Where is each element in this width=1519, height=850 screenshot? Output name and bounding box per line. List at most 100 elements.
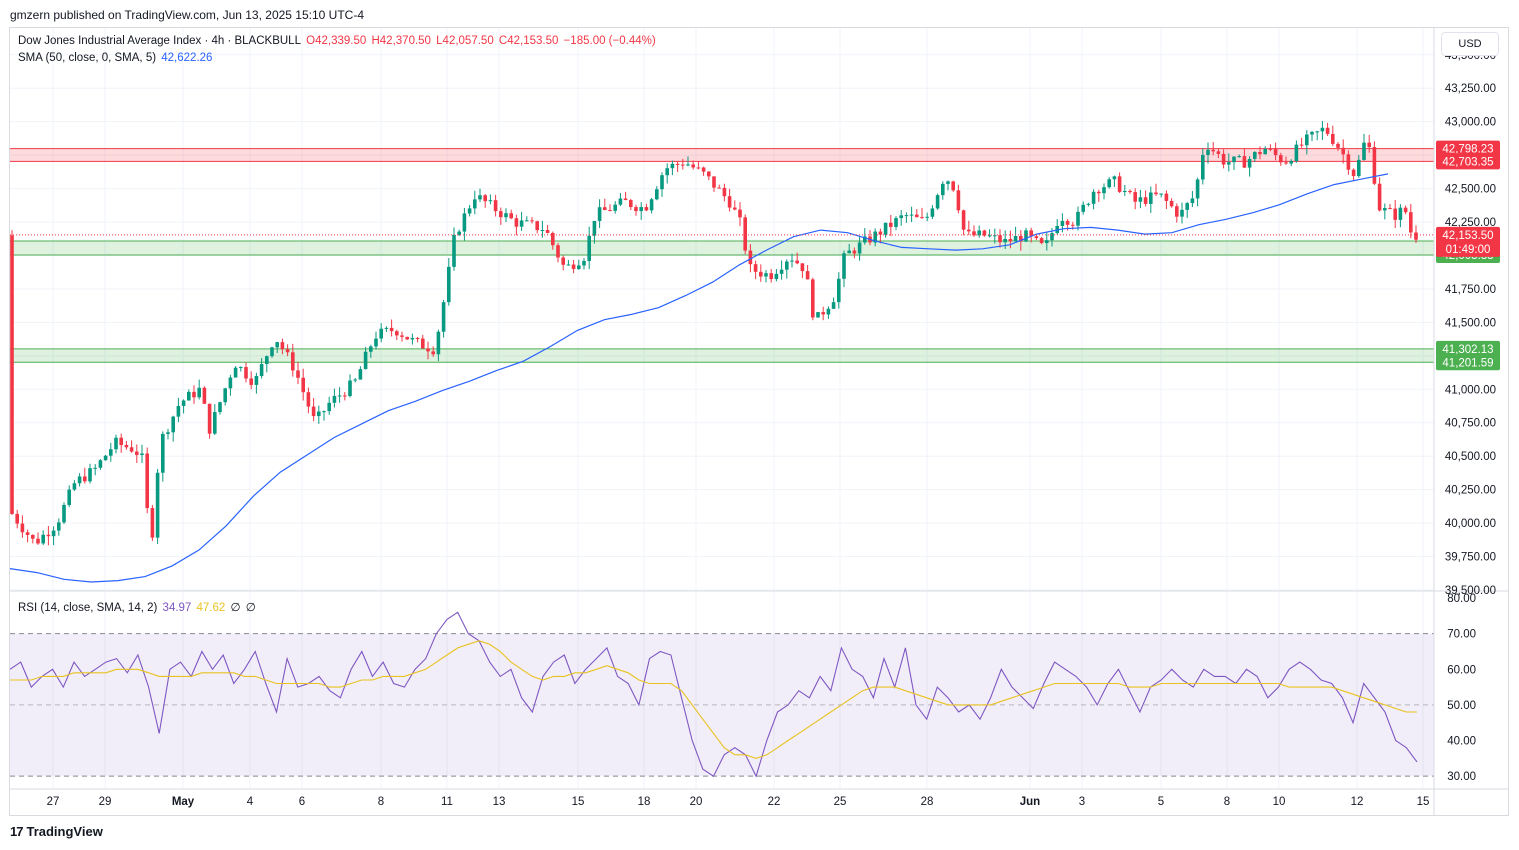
candle-body bbox=[374, 338, 378, 347]
candle-body bbox=[738, 209, 742, 218]
candle-body bbox=[1227, 162, 1231, 165]
candle-body bbox=[155, 472, 160, 538]
candle-body bbox=[233, 367, 238, 378]
candle-body bbox=[1221, 153, 1226, 165]
candle-body bbox=[1206, 149, 1210, 155]
candle-body bbox=[93, 467, 97, 469]
candle-body bbox=[920, 217, 924, 219]
candle-body bbox=[389, 327, 394, 332]
candle-body bbox=[332, 395, 337, 403]
candle-body bbox=[1019, 236, 1023, 242]
candle-body bbox=[1008, 238, 1013, 242]
price-tick-label: 39,500.00 bbox=[1445, 585, 1496, 597]
candle-body bbox=[322, 411, 326, 413]
time-tick-label: 15 bbox=[572, 796, 585, 808]
candle-body bbox=[951, 181, 955, 191]
candle-body bbox=[1164, 193, 1169, 201]
candle-body bbox=[1112, 176, 1117, 180]
candle-body bbox=[457, 231, 461, 235]
candle-body bbox=[285, 349, 290, 353]
candle-body bbox=[379, 328, 383, 339]
candle-body bbox=[644, 207, 649, 211]
candle-body bbox=[686, 164, 690, 166]
candle-body bbox=[1325, 127, 1330, 134]
time-tick-label: 18 bbox=[638, 796, 651, 808]
candle-body bbox=[660, 175, 664, 190]
candle-body bbox=[977, 230, 981, 236]
candle-body bbox=[811, 279, 815, 318]
price-tick-label: 43,250.00 bbox=[1445, 83, 1496, 95]
candle-body bbox=[930, 208, 935, 217]
candle-body bbox=[982, 230, 987, 236]
candle-body bbox=[1279, 155, 1283, 163]
ohlc-close: C42,153.50 bbox=[498, 35, 559, 47]
candle-body bbox=[343, 395, 347, 397]
zone-price-label-bg bbox=[1436, 354, 1500, 371]
candle-body bbox=[1060, 220, 1065, 227]
chart-frame bbox=[9, 27, 1509, 816]
candle-body bbox=[1097, 191, 1101, 194]
rsi-extra-2: ∅ bbox=[245, 602, 256, 614]
candle-body bbox=[571, 264, 576, 269]
candle-body bbox=[587, 235, 591, 261]
zone-price-label-bg bbox=[1436, 340, 1500, 357]
candle-body bbox=[171, 416, 175, 433]
candle-body bbox=[301, 377, 305, 393]
candle-body bbox=[816, 312, 820, 318]
candle-body bbox=[1247, 158, 1252, 168]
candle-body bbox=[488, 200, 493, 202]
candle-body bbox=[1086, 203, 1091, 205]
candle-body bbox=[821, 312, 825, 315]
tradingview-logo-icon: 17 bbox=[10, 824, 24, 839]
candle-body bbox=[400, 335, 404, 337]
tradingview-footer[interactable]: 17 TradingView bbox=[10, 824, 103, 839]
candle-body bbox=[1091, 191, 1096, 204]
candle-body bbox=[551, 232, 555, 246]
candle-body bbox=[894, 218, 898, 227]
candle-body bbox=[665, 168, 669, 176]
candle-body bbox=[145, 453, 149, 509]
candle-body bbox=[1268, 148, 1273, 150]
candle-body bbox=[306, 392, 311, 407]
ohlc-change: −185.00 (−0.44%) bbox=[563, 35, 656, 47]
candle-body bbox=[1029, 230, 1033, 237]
ohlc-open: O42,339.50 bbox=[306, 35, 367, 47]
candle-body bbox=[166, 432, 170, 434]
candle-body bbox=[779, 269, 784, 274]
price-tick-label: 43,000.00 bbox=[1445, 117, 1496, 129]
candle-body bbox=[753, 264, 758, 272]
candle-body bbox=[119, 437, 123, 446]
candle-body bbox=[384, 327, 389, 329]
candle-body bbox=[1393, 208, 1397, 220]
candle-body bbox=[883, 222, 888, 235]
sma-line bbox=[9, 173, 1389, 583]
currency-button[interactable]: USD bbox=[1441, 32, 1499, 56]
candle-body bbox=[10, 235, 14, 514]
candle-body bbox=[961, 210, 966, 230]
candle-body bbox=[259, 364, 264, 376]
candle-body bbox=[1128, 190, 1132, 193]
price-tick-label: 42,250.00 bbox=[1445, 217, 1496, 229]
candle-body bbox=[613, 204, 617, 211]
candle-body bbox=[31, 534, 35, 539]
candle-body bbox=[727, 196, 732, 208]
candle-body bbox=[1065, 220, 1070, 225]
candle-body bbox=[842, 253, 846, 279]
candle-body bbox=[623, 198, 628, 201]
rsi-extra-1: ∅ bbox=[230, 602, 241, 614]
candle-body bbox=[192, 391, 196, 398]
candle-body bbox=[1071, 224, 1075, 226]
candle-body bbox=[1377, 183, 1382, 211]
candle-body bbox=[639, 207, 643, 212]
candle-body bbox=[1169, 200, 1174, 207]
price-tick-label: 41,750.00 bbox=[1445, 284, 1496, 296]
candle-body bbox=[1138, 197, 1143, 202]
candle-body bbox=[509, 213, 513, 219]
rsi-tick-label: 60.00 bbox=[1447, 664, 1476, 676]
price-zones bbox=[10, 148, 1434, 363]
candle-body bbox=[1362, 142, 1366, 160]
candle-body bbox=[1289, 161, 1293, 164]
candle-body bbox=[483, 195, 487, 202]
candle-body bbox=[161, 433, 165, 473]
